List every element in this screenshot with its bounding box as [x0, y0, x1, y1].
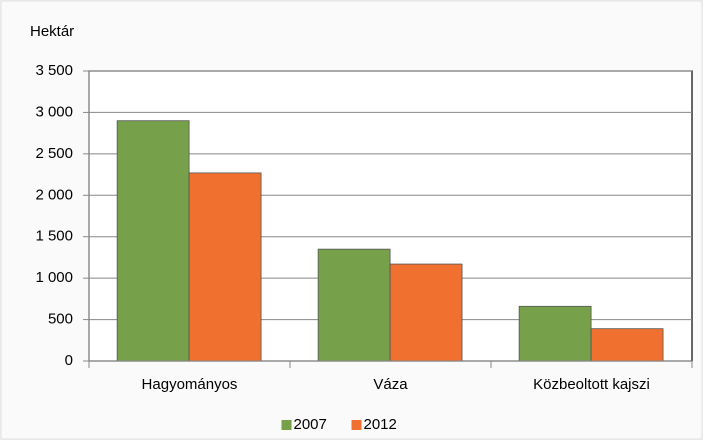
legend-label: 2012: [364, 416, 397, 433]
bar: [116, 120, 190, 362]
bar: [389, 263, 463, 362]
bar: [590, 328, 664, 362]
legend-swatch: [281, 420, 292, 430]
y-tick-label: 1 000: [35, 269, 73, 286]
y-tick-label: 0: [65, 352, 73, 369]
y-tick-label: 500: [48, 311, 73, 328]
bar: [188, 172, 262, 362]
y-axis-title: Hektár: [30, 23, 74, 40]
y-tick-label: 2 500: [35, 145, 73, 162]
y-tick-label: 3 000: [35, 103, 73, 120]
legend-swatch: [351, 420, 362, 430]
bar: [317, 248, 391, 362]
x-tick-label: Váza: [373, 376, 408, 393]
y-tick-label: 2 000: [35, 186, 73, 203]
bar: [518, 305, 592, 362]
legend-label: 2007: [294, 416, 327, 433]
x-tick-label: Közbeoltott kajszi: [533, 376, 650, 393]
y-tick-label: 1 500: [35, 228, 73, 245]
x-tick-label: Hagyományos: [142, 376, 238, 393]
y-tick-label: 3 500: [35, 62, 73, 79]
